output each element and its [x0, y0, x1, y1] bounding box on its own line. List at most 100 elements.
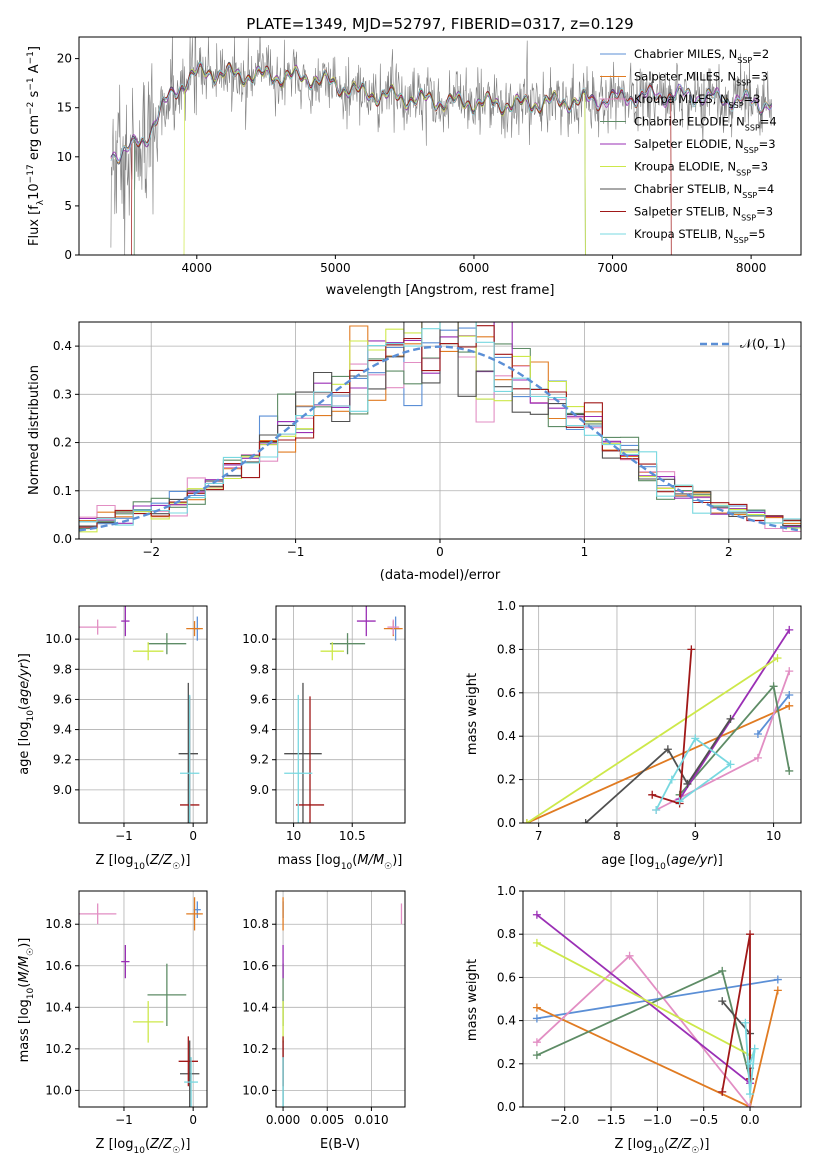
legend-sub: SSP [736, 168, 751, 177]
errorbar-kroupa-miles [79, 903, 117, 925]
series-line [536, 969, 751, 1080]
legend-sub: SSP [729, 101, 744, 110]
y-tick-label: 9.4 [250, 723, 269, 737]
mw-vs-age-y-label: mass weight [465, 673, 480, 755]
series-marker [691, 734, 700, 743]
mw-vs-z-plot-area [532, 910, 782, 1107]
label-part: )] [180, 1137, 190, 1152]
series-line [721, 934, 751, 1093]
label-part: age/yr [671, 853, 714, 868]
label-part: λ [36, 199, 46, 205]
errorbar-kroupa-elodie [320, 642, 345, 661]
label-part: Z [log [615, 1137, 653, 1152]
label-part: −17 [26, 164, 36, 183]
y-tick-label: 10.0 [242, 632, 269, 646]
label-part: 10 [27, 183, 42, 200]
label-part: Z/Z [668, 1137, 692, 1152]
y-tick-label: 0.6 [497, 970, 516, 984]
x-tick-label: 2 [725, 545, 733, 559]
x-tick-label: 0 [436, 545, 444, 559]
errorbar-salpeter-stelib [178, 1036, 199, 1087]
legend-text: Kroupa MILES, N [634, 92, 729, 106]
label-part: ( [17, 705, 32, 710]
series-line [536, 942, 751, 1056]
y-tick-label: 10.0 [242, 1083, 269, 1097]
series-marker [773, 654, 782, 663]
y-tick-label: 0.2 [497, 773, 516, 787]
y-tick-label: 0.4 [497, 729, 516, 743]
label-part: ( [352, 853, 357, 868]
label-part: Flux [f [27, 205, 42, 246]
age-vs-z-panel: −1 09.09.29.49.69.810.0Z [log10(Z/Z☉)]age… [17, 605, 208, 872]
series-marker [785, 625, 794, 634]
legend-count: =2 [752, 47, 769, 61]
series-marker [667, 775, 676, 784]
spectrum-y-label: Flux [fλ10−17 erg cm−2 s−1 A−1] [26, 46, 46, 246]
legend-label-salpeter-elodie: Salpeter ELODIE, NSSP=3 [634, 137, 776, 155]
y-tick-label: 9.0 [53, 783, 72, 797]
legend-count: =3 [759, 137, 776, 151]
series-marker [581, 819, 590, 823]
y-tick-label: 9.8 [250, 662, 269, 676]
label-part: ☉ [26, 948, 36, 956]
legend-label-kroupa-elodie: Kroupa ELODIE, NSSP=3 [634, 160, 768, 178]
errorbar-chabrier-elodie [147, 963, 187, 1026]
errorbar-salpeter-miles [186, 621, 203, 637]
label-part: Z [log [96, 1137, 134, 1152]
series-marker [683, 779, 692, 788]
label-part: ( [145, 853, 150, 868]
series-marker [726, 760, 735, 769]
x-tick-label: −1 [115, 1113, 133, 1127]
axes-frame [522, 605, 802, 824]
label-part: 10 [133, 862, 145, 872]
series-marker [523, 819, 531, 823]
series-marker [773, 986, 782, 995]
y-tick-label: 10.0 [45, 1083, 72, 1097]
series-marker [785, 690, 794, 699]
residuals-panel: −2 −1 0 1 2 0.0 0.1 0.2 0.3 0.4 𝒩(0, 1) (data-model… [27, 321, 802, 583]
axes-frame [275, 890, 406, 1108]
legend-label-salpeter-miles: Salpeter MILES, NSSP=3 [634, 70, 768, 88]
y-tick-label: 0.0 [53, 532, 72, 546]
series-marker [718, 1087, 727, 1096]
age-vs-mass-x-label: mass [log10(M/M☉)] [278, 853, 403, 872]
mw-vs-z-y-label: mass weight [465, 959, 480, 1041]
errorbar-chabrier-stelib [180, 1040, 200, 1107]
series-line [526, 704, 790, 823]
y-tick-label: 1.0 [497, 884, 516, 898]
label-part: s [27, 90, 42, 101]
y-tick-label: 0 [64, 248, 72, 262]
y-tick-label: 10.8 [45, 917, 72, 931]
legend-count: =5 [749, 227, 766, 241]
residuals-y-label: Normed distribution [27, 365, 42, 495]
label-part: 10 [133, 1146, 145, 1156]
errorbar-chabrier-stelib [284, 682, 322, 823]
y-tick-label: 1.0 [497, 599, 516, 613]
y-tick-label: 10 [57, 150, 72, 164]
y-tick-label: 10.2 [242, 1042, 269, 1056]
errorbar-kroupa-miles [387, 619, 400, 635]
label-part: A [27, 64, 42, 77]
legend-text: Chabrier ELODIE, N [634, 115, 745, 129]
series-line [536, 990, 779, 1107]
label-part: ] [27, 46, 42, 51]
x-tick-label: 10 [766, 829, 781, 843]
x-tick-label: 7 [535, 829, 543, 843]
y-tick-label: 0.0 [497, 1100, 516, 1114]
label-part: erg cm [27, 115, 42, 164]
errorbar-kroupa-stelib [184, 1057, 199, 1107]
label-part: Z [log [96, 853, 134, 868]
label-part: )] [17, 653, 32, 663]
y-tick-label: 0.6 [497, 686, 516, 700]
errorbar-kroupa-elodie [132, 1001, 164, 1043]
mass-vs-z-y-label: mass [log10(M/M☉)] [17, 938, 36, 1063]
mw-vs-z-x-label: Z [log10(Z/Z☉)] [615, 1137, 710, 1156]
x-tick-label: 0 [189, 829, 197, 843]
legend-count: =4 [760, 115, 777, 129]
x-tick-label: −1 [115, 829, 133, 843]
label-part: ( [666, 853, 671, 868]
y-tick-label: 10.8 [242, 917, 269, 931]
mass-vs-ebv-plot-area [282, 897, 403, 1107]
age-vs-z-y-label: age [log10(age/yr)] [17, 653, 36, 775]
